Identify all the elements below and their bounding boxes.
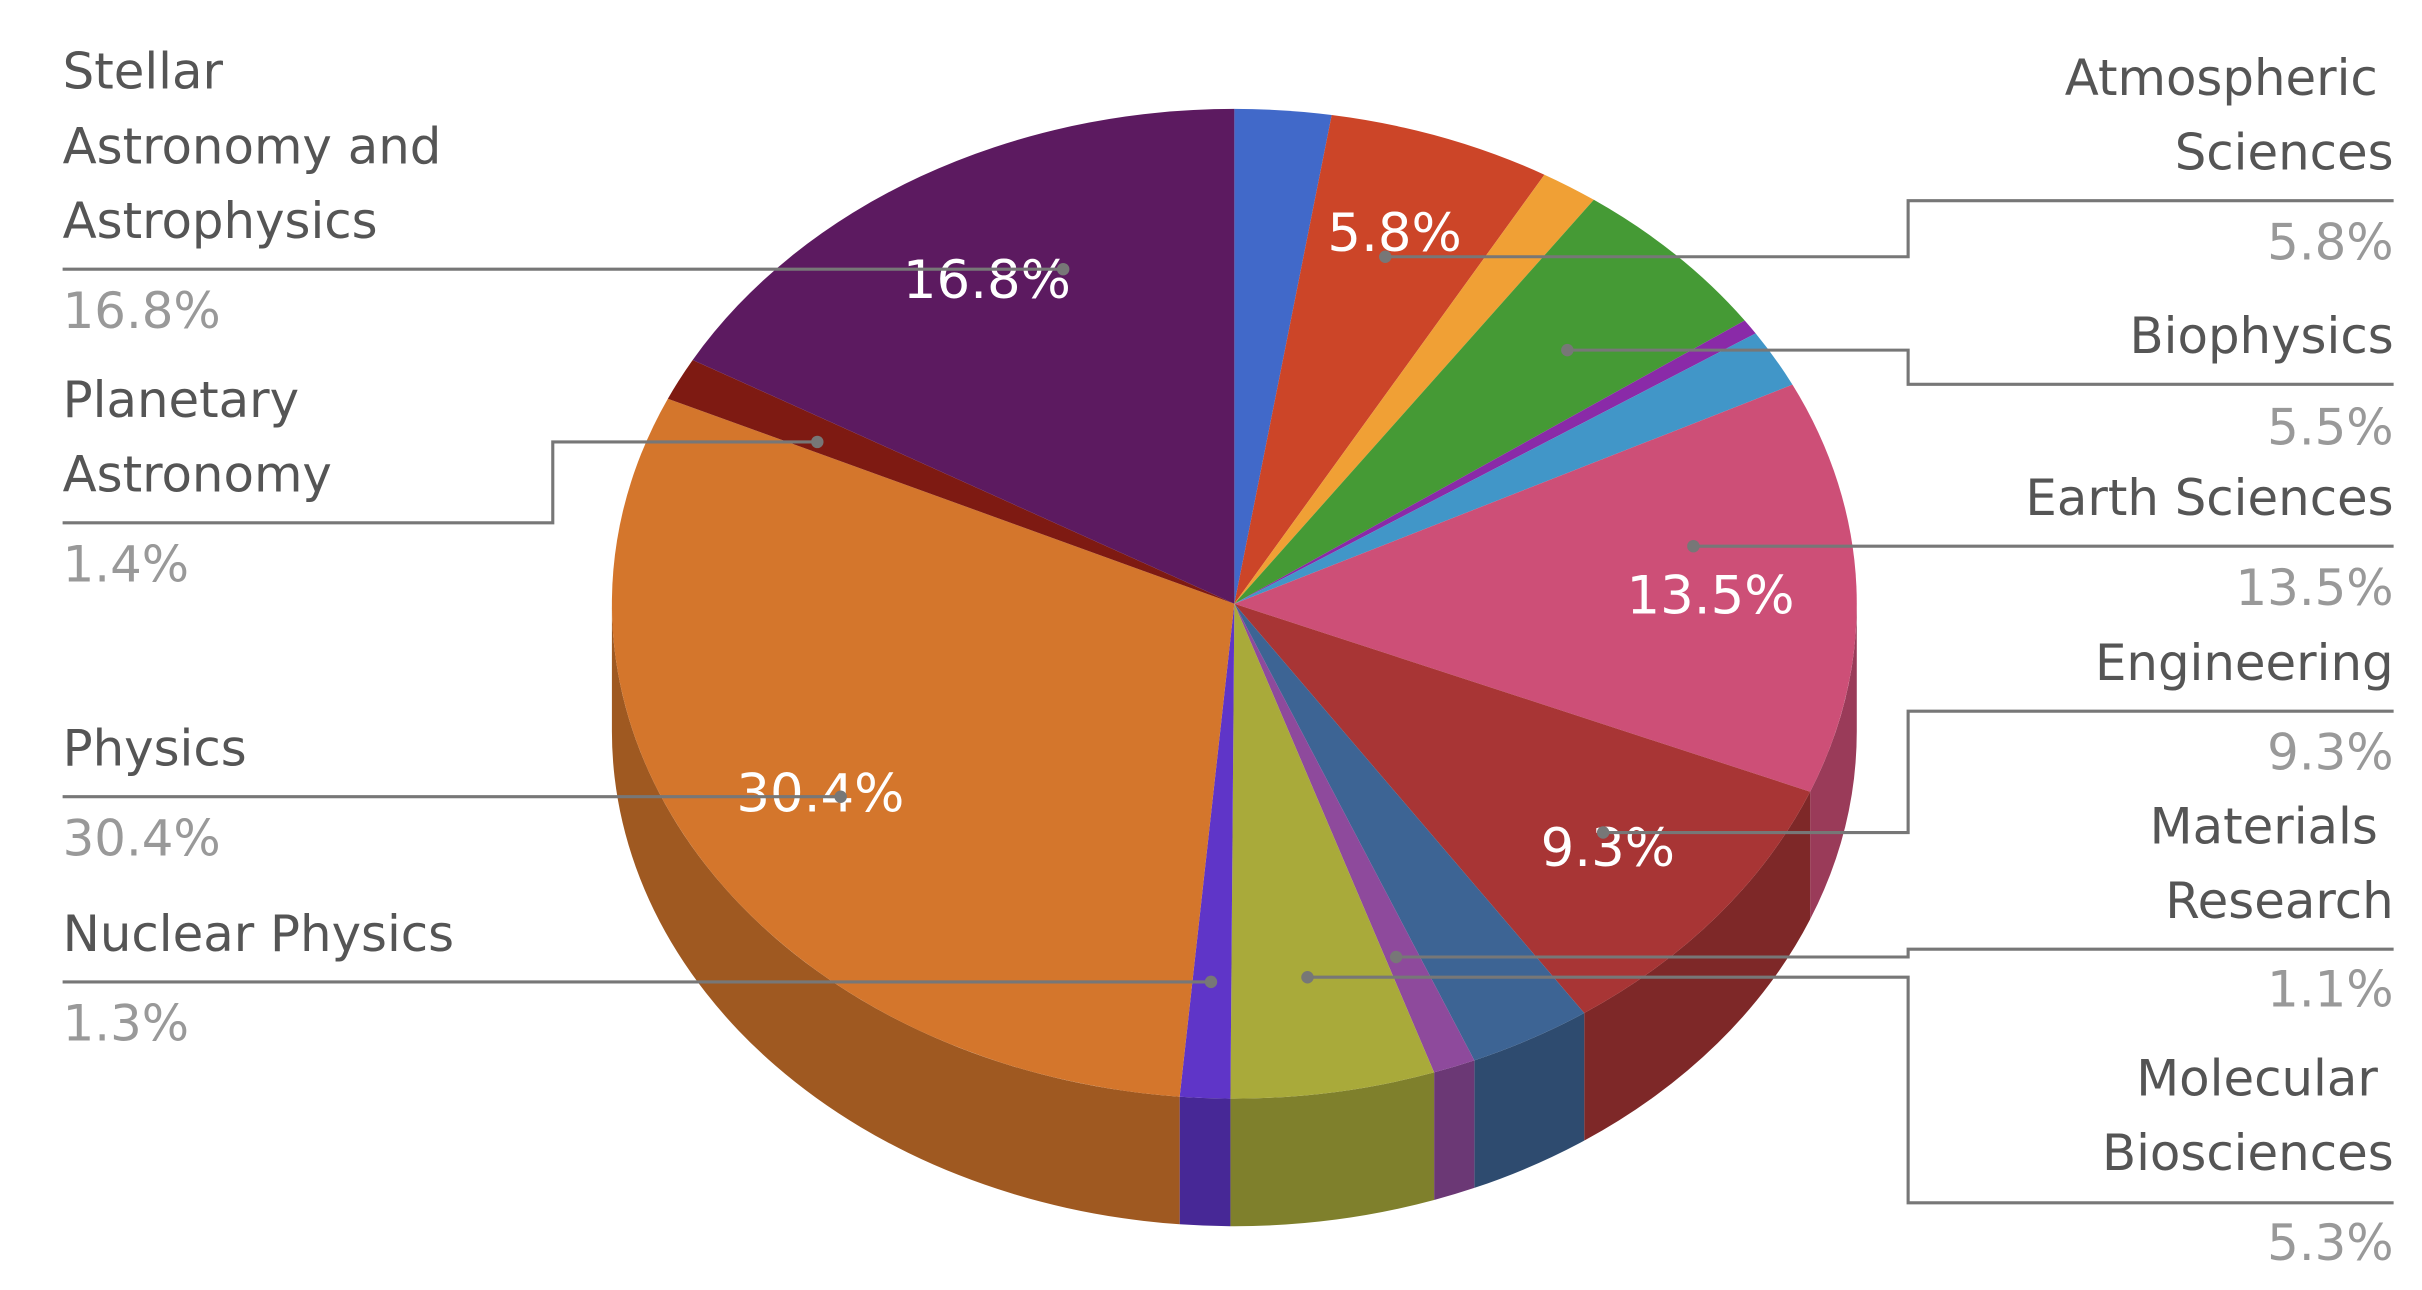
legend-label: Stellar Astronomy and Astrophysics <box>63 42 458 249</box>
leader-dot <box>834 790 847 803</box>
legend-value: 13.5% <box>2235 559 2393 617</box>
legend-value: 30.4% <box>63 809 221 867</box>
slice-side <box>1230 1072 1435 1227</box>
slice <box>611 398 1235 1097</box>
legend-label: Earth Sciences <box>2025 469 2393 527</box>
slice <box>1234 603 1811 1014</box>
data-label: 9.3% <box>1541 818 1675 879</box>
data-label: 30.4% <box>736 763 904 824</box>
legend-label: Molecular Biosciences <box>2102 1049 2394 1182</box>
slice <box>1234 320 1756 604</box>
leader-dot <box>1389 950 1403 964</box>
slice-side <box>1584 791 1811 1141</box>
legend-value: 1.4% <box>63 535 189 593</box>
legend-label: Materials Research <box>2150 797 2394 930</box>
legend-label: Biophysics <box>2130 307 2394 365</box>
leader-dot <box>1379 250 1392 263</box>
slice <box>1234 199 1745 604</box>
slice <box>1234 603 1475 1073</box>
slice-side <box>1179 1096 1231 1227</box>
legend-label: Nuclear Physics <box>63 904 455 962</box>
legend-value: 5.5% <box>2267 399 2393 457</box>
slice <box>1234 115 1545 604</box>
leader-dot <box>811 435 824 449</box>
slice <box>692 108 1235 604</box>
leader-line <box>62 440 818 525</box>
leader-dot <box>1204 975 1218 989</box>
leader-dot <box>1056 262 1070 276</box>
slice <box>1230 603 1435 1099</box>
legend-value: 16.8% <box>63 282 221 340</box>
leader-line <box>1567 348 2394 386</box>
data-label: 16.8% <box>903 250 1071 311</box>
slice-side <box>1810 603 1857 920</box>
legend-label: Atmospheric Sciences <box>2065 48 2394 181</box>
slice-side <box>1474 1013 1585 1188</box>
leader-line <box>1385 199 2394 259</box>
slice <box>667 359 1235 604</box>
leader-line <box>1307 975 2394 1205</box>
leader-dot <box>1561 343 1574 357</box>
data-label: 13.5% <box>1626 566 1794 627</box>
legend-label: Engineering <box>2095 634 2394 692</box>
data-label: 5.8% <box>1327 203 1461 264</box>
legend-value: 5.3% <box>2267 1214 2393 1272</box>
slice-side <box>611 603 1180 1225</box>
leader-line <box>1603 709 2394 835</box>
leader-dot <box>1301 971 1314 984</box>
slice <box>1234 384 1857 792</box>
slice <box>1179 603 1235 1099</box>
legend-value: 1.3% <box>63 995 189 1053</box>
legend-value: 5.8% <box>2267 213 2393 271</box>
slice <box>1234 108 1332 604</box>
slice <box>1234 333 1793 604</box>
legend-value: 1.1% <box>2267 960 2393 1018</box>
leader-dot <box>1687 539 1700 553</box>
slice <box>1234 174 1594 604</box>
slice-side <box>1434 1060 1475 1201</box>
leader-line <box>1396 947 2394 959</box>
slice <box>1234 603 1585 1061</box>
legend-label: Physics <box>63 719 247 777</box>
legend-label: Planetary Astronomy <box>63 371 332 504</box>
leader-dot <box>1596 826 1610 839</box>
legend-value: 9.3% <box>2267 724 2393 782</box>
